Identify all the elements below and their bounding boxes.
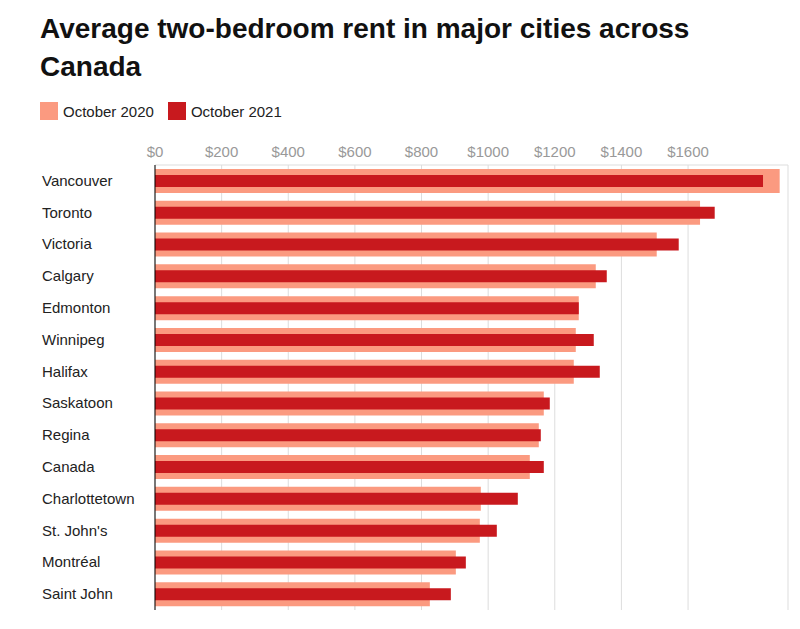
html-text:October 2021: October 2021 bbox=[190, 102, 282, 120]
svg-text:$200: $200 bbox=[205, 143, 238, 160]
svg-text:$0: $0 bbox=[147, 143, 164, 160]
svg-text:Charlottetown: Charlottetown bbox=[42, 490, 135, 507]
svg-text:$400: $400 bbox=[272, 143, 305, 160]
svg-text:Edmonton: Edmonton bbox=[42, 299, 110, 316]
svg-text:$1400: $1400 bbox=[601, 143, 643, 160]
svg-text:Saskatoon: Saskatoon bbox=[42, 394, 113, 411]
svg-text:Halifax: Halifax bbox=[42, 363, 88, 380]
svg-text:Canada: Canada bbox=[42, 458, 95, 475]
html-text:October 2020: October 2020 bbox=[63, 102, 154, 120]
svg-text:$1000: $1000 bbox=[467, 143, 509, 160]
svg-text:$600: $600 bbox=[338, 143, 371, 160]
svg-text:Saint John: Saint John bbox=[42, 585, 113, 602]
svg-text:Calgary: Calgary bbox=[42, 267, 94, 284]
svg-text:St. John's: St. John's bbox=[42, 522, 107, 539]
svg-text:$1600: $1600 bbox=[667, 143, 709, 160]
svg-text:Victoria: Victoria bbox=[42, 235, 92, 252]
svg-text:Vancouver: Vancouver bbox=[42, 172, 113, 189]
svg-text:Toronto: Toronto bbox=[42, 204, 92, 221]
svg-text:Montréal: Montréal bbox=[42, 553, 100, 570]
svg-text:$800: $800 bbox=[405, 143, 438, 160]
svg-text:Regina: Regina bbox=[42, 426, 90, 443]
svg-text:$1200: $1200 bbox=[534, 143, 576, 160]
svg-text:Winnipeg: Winnipeg bbox=[42, 331, 105, 348]
html-text:Average two-bedroom rent in ma: Average two-bedroom rent in major cities… bbox=[40, 13, 690, 82]
